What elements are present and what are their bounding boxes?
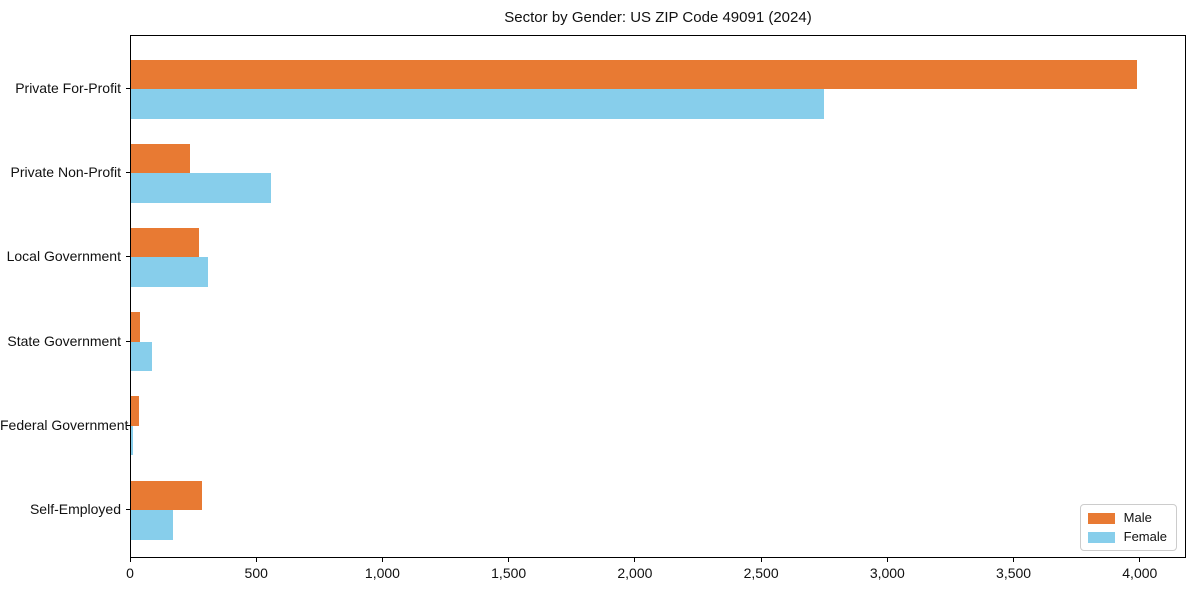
bar-male-private-non-profit <box>131 143 191 174</box>
x-tick-mark <box>886 558 888 562</box>
x-tick-label-2-000: 2,000 <box>617 565 653 581</box>
bar-female-private-for-profit <box>131 89 824 119</box>
bar-female-state-government <box>131 341 152 372</box>
legend-entry-female: Female <box>1087 529 1167 544</box>
x-tick-label-1-000: 1,000 <box>364 565 400 581</box>
legend-label-male: Male <box>1123 510 1152 525</box>
legend-entry-male: Male <box>1087 510 1167 525</box>
y-tick-mark <box>126 172 130 174</box>
bar-female-self-employed <box>131 510 173 540</box>
y-tick-mark <box>126 256 130 258</box>
bar-female-private-non-profit <box>131 173 271 203</box>
bar-male-self-employed <box>131 480 202 510</box>
y-tick-mark <box>126 88 130 89</box>
male-series-swatch <box>1087 512 1115 524</box>
category-label-federal-government: Federal Government <box>0 416 129 433</box>
x-tick-label-2-500: 2,500 <box>743 565 779 581</box>
x-tick-label-1-500: 1,500 <box>491 565 527 581</box>
x-tick-mark <box>255 558 257 562</box>
x-tick-mark <box>1139 558 1141 562</box>
category-label-self-employed: Self-Employed <box>29 501 121 517</box>
bar-male-private-for-profit <box>131 59 1137 89</box>
category-label-private-non-profit: Private Non-Profit <box>10 164 121 181</box>
category-label-private-for-profit: Private For-Profit <box>15 80 121 96</box>
legend: Male Female <box>1079 504 1177 551</box>
bar-female-federal-government <box>131 425 133 456</box>
x-tick-label-3-500: 3,500 <box>996 565 1032 581</box>
x-tick-label-0: 0 <box>126 565 134 581</box>
bar-male-state-government <box>131 312 141 342</box>
bar-male-local-government <box>131 227 199 258</box>
category-label-local-government: Local Government <box>6 248 121 265</box>
bar-female-local-government <box>131 257 208 287</box>
x-tick-mark <box>508 558 510 562</box>
chart-title: Sector by Gender: US ZIP Code 49091 (202… <box>504 9 812 26</box>
x-tick-mark <box>760 558 762 562</box>
x-tick-mark <box>129 558 131 562</box>
plot-area: Male Female <box>130 35 1186 558</box>
x-tick-label-3-000: 3,000 <box>869 565 905 581</box>
y-tick-mark <box>126 509 130 510</box>
x-tick-label-4-000: 4,000 <box>1122 565 1158 581</box>
x-tick-mark <box>1013 558 1015 562</box>
category-label-state-government: State Government <box>7 332 121 349</box>
bar-male-federal-government <box>131 396 140 426</box>
x-tick-mark <box>381 558 383 562</box>
y-tick-mark <box>126 424 130 426</box>
x-tick-mark <box>634 558 636 562</box>
y-tick-mark <box>126 340 130 342</box>
legend-label-female: Female <box>1123 529 1167 544</box>
female-series-swatch <box>1087 531 1115 543</box>
x-tick-label-500: 500 <box>244 565 268 581</box>
